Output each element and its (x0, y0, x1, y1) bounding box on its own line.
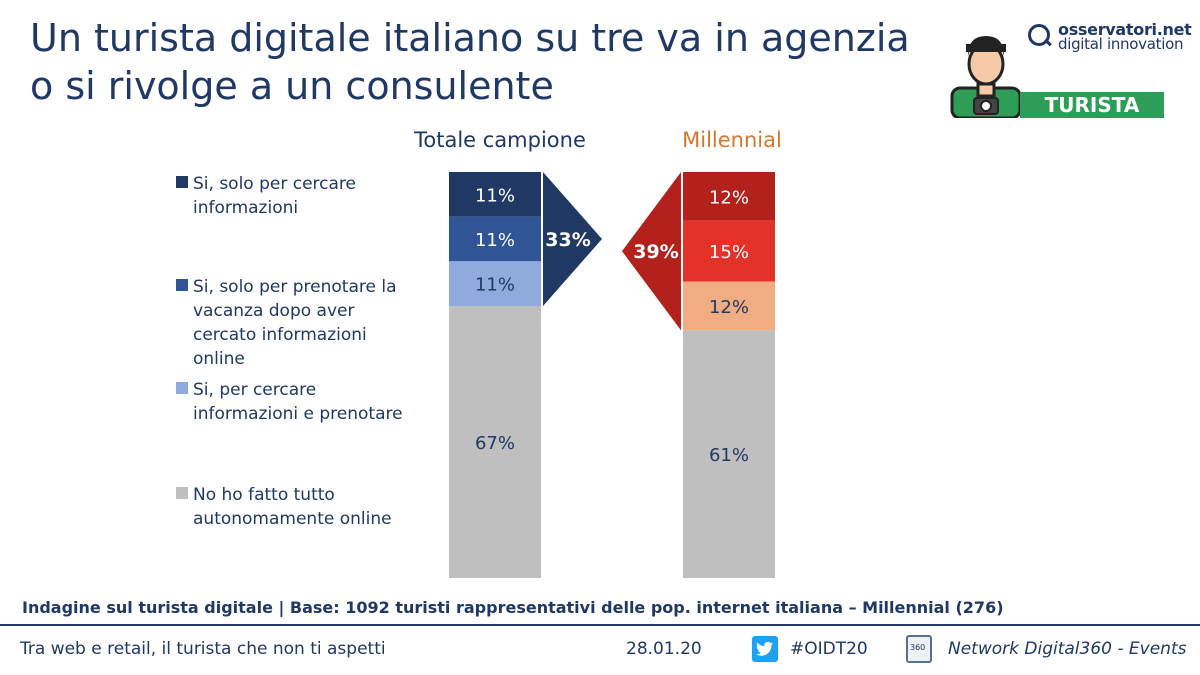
title-line-1: Un turista digitale italiano su tre va i… (30, 16, 910, 60)
footer-date: 28.01.20 (626, 639, 702, 659)
total-label-totale: 33% (545, 229, 590, 251)
total-arrow-millennial (622, 172, 681, 331)
legend-swatch (176, 487, 188, 499)
network-digital360-icon (906, 635, 932, 663)
bar-segment-0-1 (449, 216, 541, 262)
data-label-0-3: 67% (475, 433, 515, 454)
magnifier-icon (1028, 24, 1050, 46)
source-note: Indagine sul turista digitale | Base: 10… (22, 598, 1004, 617)
footer-network: Network Digital360 - Events (948, 639, 1187, 659)
data-label-0-1: 11% (475, 230, 515, 251)
category-title-totale: Totale campione (414, 128, 586, 152)
bar-segment-0-2 (449, 261, 541, 306)
turista-badge: TURISTA (1020, 92, 1164, 118)
footer-event-title: Tra web e retail, il turista che non ti … (20, 639, 386, 659)
data-label-1-3: 61% (709, 445, 749, 466)
page-title: Un turista digitale italiano su tre va i… (30, 14, 930, 110)
legend-swatch (176, 382, 188, 394)
bar-segment-1-0 (683, 172, 775, 221)
total-label-millennial: 39% (633, 241, 678, 263)
legend-label: Si, per cercare informazioni e prenotare (193, 380, 403, 424)
data-label-1-1: 15% (709, 242, 749, 263)
twitter-icon[interactable] (752, 636, 778, 662)
total-arrow-totale (543, 172, 602, 306)
logo-line-1: osservatori.net (1058, 20, 1192, 39)
footer-hashtag: #OIDT20 (790, 639, 868, 659)
bar-segment-1-2 (683, 281, 775, 331)
legend-swatch (176, 176, 188, 188)
data-label-1-2: 12% (709, 297, 749, 318)
bar-segment-0-3 (449, 305, 541, 578)
legend-label: No ho fatto tutto autonomamente online (193, 485, 392, 529)
title-line-2: o si rivolge a un consulente (30, 64, 554, 108)
data-label-1-0: 12% (709, 187, 749, 208)
footer-separator (0, 624, 1200, 626)
data-label-0-2: 11% (475, 275, 515, 296)
category-title-millennial: Millennial (682, 128, 782, 152)
legend-swatch (176, 279, 188, 291)
logo-line-2: digital innovation (1058, 35, 1184, 53)
bar-segment-0-0 (449, 172, 541, 217)
legend-label: Si, solo per prenotare la vacanza dopo a… (193, 277, 397, 369)
legend-label: Si, solo per cercare informazioni (193, 174, 357, 218)
data-label-0-0: 11% (475, 185, 515, 206)
bar-segment-1-3 (683, 330, 775, 578)
stacked-bar-chart: 11% 11% 11% 67% 12% 15% 12% 61% 33% 39% (449, 172, 775, 578)
bar-segment-1-1 (683, 220, 775, 282)
